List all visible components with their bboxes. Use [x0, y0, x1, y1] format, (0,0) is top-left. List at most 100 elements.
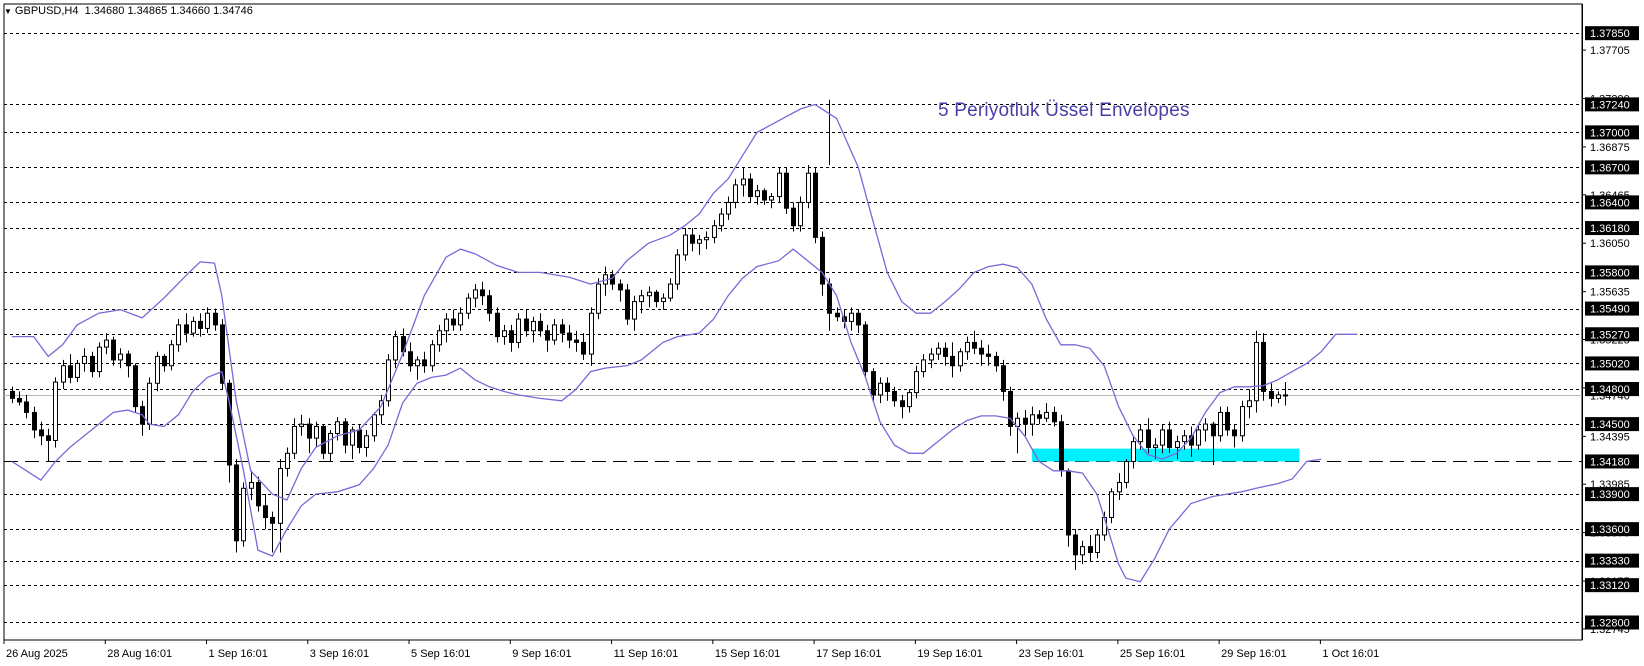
time-tick-label: 17 Sep 16:01	[816, 648, 881, 660]
candle	[184, 313, 189, 343]
horizontal-levels[interactable]	[4, 33, 1582, 623]
candle	[278, 459, 283, 553]
level-price-box[interactable]	[1585, 382, 1639, 397]
candle	[726, 196, 731, 220]
candle-body	[451, 318, 456, 326]
candle	[61, 359, 66, 390]
level-price-box[interactable]	[1585, 221, 1639, 236]
candle	[943, 342, 948, 366]
level-price-box[interactable]	[1585, 417, 1639, 432]
candle-body	[241, 487, 246, 542]
candle	[885, 377, 890, 401]
candle	[1080, 540, 1085, 565]
level-price-box[interactable]	[1585, 301, 1639, 316]
candle-body	[357, 429, 362, 448]
time-axis[interactable]: 26 Aug 2025 28 Aug 16:01 1 Sep 16:01 3 Sep …	[3, 640, 1379, 660]
candle-body	[205, 312, 210, 329]
candle-body	[314, 425, 319, 439]
candle-body	[958, 351, 963, 367]
candle	[364, 429, 369, 457]
level-price-label: 1.33330	[1590, 556, 1630, 568]
candle-body	[581, 341, 586, 355]
candle	[39, 421, 44, 446]
level-price-box[interactable]	[1585, 26, 1639, 41]
candle-body	[1254, 341, 1259, 402]
candle-body	[900, 400, 905, 408]
candle	[205, 307, 210, 334]
level-price-box[interactable]	[1585, 97, 1639, 112]
candle	[531, 316, 536, 343]
time-tick-label: 3 Sep 16:01	[310, 648, 369, 660]
level-price-box[interactable]	[1585, 265, 1639, 280]
candle-body	[249, 481, 254, 489]
candle	[133, 363, 138, 413]
candle	[661, 293, 666, 310]
level-price-box[interactable]	[1585, 553, 1639, 568]
candle-body	[111, 339, 116, 361]
plot-border	[3, 3, 1583, 641]
candle-body	[632, 301, 637, 320]
candle	[46, 428, 51, 462]
dropdown-triangle-icon[interactable]: ▼	[4, 7, 12, 16]
candle-body	[328, 432, 333, 454]
candle	[777, 167, 782, 203]
level-price-box[interactable]	[1585, 160, 1639, 175]
candle	[524, 309, 529, 337]
candle	[53, 377, 58, 448]
candle-body	[1088, 546, 1093, 553]
candle	[755, 184, 760, 205]
support-zone-rect[interactable]	[1031, 448, 1300, 462]
candle	[270, 511, 275, 553]
candle-body	[1211, 423, 1216, 437]
candle	[856, 309, 861, 334]
candle-body	[220, 324, 225, 384]
candle-body	[473, 289, 478, 299]
candle-body	[1131, 441, 1136, 462]
time-tick-label: 28 Aug 16:01	[107, 648, 172, 660]
time-tick-label: 1 Oct 16:01	[1322, 648, 1379, 660]
candle-body	[647, 291, 652, 297]
candle-body	[386, 359, 391, 402]
candle-body	[835, 312, 840, 318]
candle-body	[32, 411, 37, 431]
candle-body	[1052, 411, 1057, 423]
candle-body	[1037, 414, 1042, 419]
candle-body	[487, 295, 492, 314]
candle	[950, 342, 955, 378]
chart-annotation[interactable]: 5 Periyotluk Üssel Envelopes	[938, 100, 1190, 121]
level-price-box[interactable]	[1585, 487, 1639, 502]
time-tick-label: 25 Sep 16:01	[1120, 648, 1185, 660]
candle-body	[769, 196, 774, 201]
candle	[769, 193, 774, 209]
level-price-box[interactable]	[1585, 327, 1639, 342]
candle	[97, 342, 102, 378]
support-zone[interactable]	[1031, 448, 1300, 462]
level-price-box[interactable]	[1585, 195, 1639, 210]
time-tick-label: 5 Sep 16:01	[411, 648, 470, 660]
level-price-box[interactable]	[1585, 522, 1639, 537]
candle	[1261, 333, 1266, 401]
level-price-box[interactable]	[1585, 615, 1639, 630]
candle	[393, 330, 398, 369]
candle-body	[147, 382, 152, 425]
candle-body	[437, 330, 442, 346]
level-price-box[interactable]	[1585, 454, 1639, 469]
level-price-box[interactable]	[1585, 356, 1639, 371]
candle-body	[1175, 441, 1180, 448]
candle	[813, 167, 818, 244]
candle	[647, 286, 652, 308]
candle	[560, 319, 565, 343]
level-price-box[interactable]	[1585, 578, 1639, 593]
candle-body	[929, 353, 934, 361]
candle	[965, 336, 970, 360]
candle-body	[270, 516, 275, 524]
candle-body	[683, 234, 688, 256]
candle	[690, 228, 695, 252]
candle-body	[335, 421, 340, 434]
time-tick-label: 29 Sep 16:01	[1221, 648, 1286, 660]
candle-body	[552, 324, 557, 341]
candle-body	[531, 320, 536, 332]
level-price-box[interactable]	[1585, 125, 1639, 140]
price-axis[interactable]: 1.377051.372901.368751.364651.360501.356…	[1582, 4, 1639, 640]
